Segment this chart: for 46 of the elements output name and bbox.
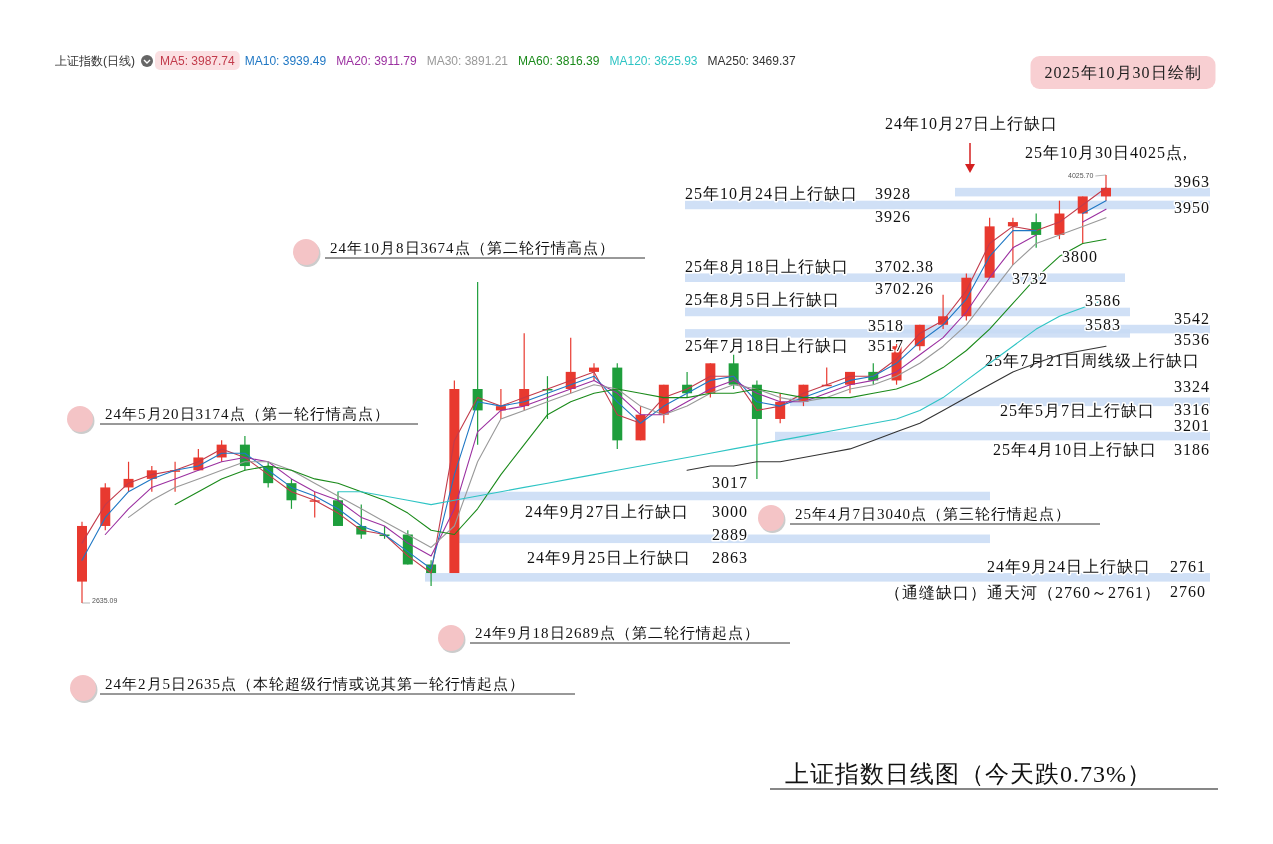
band-label: 25年5月7日上行缺口 xyxy=(1000,402,1155,419)
candlestick xyxy=(589,362,599,382)
text: 3186 xyxy=(1174,441,1210,458)
annotation: 3800 xyxy=(1062,248,1098,265)
text: 3963 xyxy=(1174,173,1210,190)
annotation: 24年10月8日3674点（第二轮行情高点） xyxy=(330,240,615,256)
annotation: 3017 xyxy=(712,474,748,491)
text: 24年10月27日上行缺口 xyxy=(885,115,1058,132)
band-label: 24年9月24日上行缺口 xyxy=(987,558,1151,575)
text: 24年9月18日2689点（第二轮行情起点） xyxy=(475,625,760,641)
annotation: 3702.26 xyxy=(875,280,934,297)
text: 3542 xyxy=(1174,310,1210,327)
annotation: 2889 xyxy=(712,526,748,543)
annotation: 24年5月20日3174点（第一轮行情高点） xyxy=(105,406,390,422)
annotation: 25年4月7日3040点（第三轮行情起点） xyxy=(795,506,1071,522)
annotation: 3928 xyxy=(875,185,911,202)
annotation: 3702.38 xyxy=(875,258,934,275)
band-label: 24年9月25日上行缺口 xyxy=(527,549,691,566)
band-label: 25年7月18日上行缺口 xyxy=(685,337,849,354)
annotation: 3000 xyxy=(712,503,748,520)
annotation: 3518 xyxy=(868,317,904,334)
annotation: （通缝缺口）通天河（2760～2761） xyxy=(885,584,1161,601)
text: 2025年10月30日绘制 xyxy=(1044,64,1202,81)
text: 2760 xyxy=(1170,583,1206,600)
text: 24年2月5日2635点（本轮超级行情或说其第一轮行情起点） xyxy=(105,676,525,692)
annotation: 3586 xyxy=(1085,292,1121,309)
candlestick xyxy=(309,491,320,518)
text: 3316 xyxy=(1174,401,1210,418)
text: 上证指数日线图（今天跌0.73%） xyxy=(785,761,1152,787)
band-label: 25年4月10日上行缺口 xyxy=(993,441,1157,458)
legend-title: 上证指数(日线) xyxy=(55,54,135,68)
band-label: 25年8月18日上行缺口 xyxy=(685,258,849,275)
text: 25年10月30日4025点, xyxy=(1025,144,1188,161)
text: 3201 xyxy=(1174,417,1210,434)
text: 3324 xyxy=(1174,378,1210,395)
text: 2761 xyxy=(1170,558,1206,575)
candlestick xyxy=(1007,217,1018,266)
band-label: 24年9月27日上行缺口 xyxy=(525,503,689,520)
text: 3536 xyxy=(1174,331,1210,348)
band-label: 25年10月24日上行缺口 xyxy=(685,185,858,202)
legend: 上证指数(日线) MA5: 3987.74 MA10: 3939.49 MA20: 3911.79 MA30: 3891.21 MA60: 3816.39 MA120: 3625.93 MA250: 3469.37 xyxy=(55,51,796,70)
annotation: 3926 xyxy=(875,208,911,225)
annotation: 2863 xyxy=(712,549,748,566)
annotation: 3583 xyxy=(1085,316,1121,333)
text: 3950 xyxy=(1174,199,1210,216)
band-label: 25年8月5日上行缺口 xyxy=(685,291,840,308)
